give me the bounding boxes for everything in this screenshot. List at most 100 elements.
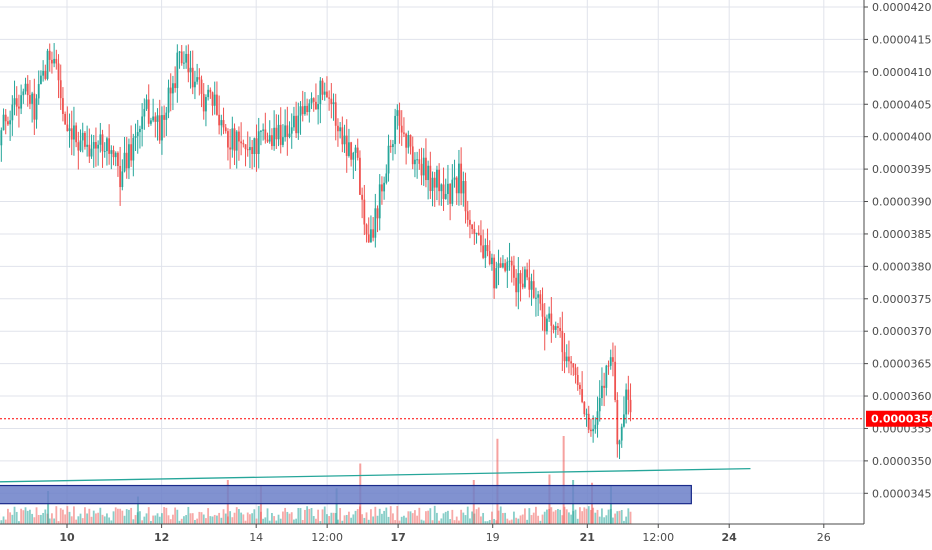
- volume-bar: [275, 520, 278, 524]
- volume-bar: [130, 507, 133, 524]
- candle-body: [260, 130, 262, 132]
- volume-bar: [370, 509, 372, 524]
- candle-body: [207, 89, 210, 98]
- volume-bar: [557, 508, 559, 524]
- volume-bar: [625, 516, 628, 524]
- candle-body: [62, 98, 64, 114]
- candle-body: [304, 105, 306, 115]
- candle-body: [612, 357, 614, 362]
- volume-bar: [524, 508, 526, 524]
- volume-bar: [403, 515, 405, 524]
- volume-bar: [535, 506, 537, 524]
- volume-bar: [222, 509, 225, 524]
- candle-body: [112, 150, 115, 158]
- candle-body: [88, 144, 91, 157]
- volume-bar: [48, 518, 51, 524]
- volume-bar: [414, 510, 416, 524]
- candle-body: [323, 91, 326, 95]
- volume-bar: [9, 512, 12, 524]
- candle-body: [484, 245, 487, 258]
- candle-body: [629, 399, 632, 413]
- price-tick-label: 0.00004000: [872, 131, 932, 144]
- time-tick-label: 17: [390, 531, 405, 544]
- volume-bar: [77, 516, 80, 524]
- candle-body: [440, 184, 443, 192]
- volume-bar: [101, 514, 104, 524]
- candle-body: [161, 115, 163, 141]
- candle-body: [574, 367, 577, 376]
- volume-bar: [75, 519, 78, 524]
- volume-bar: [469, 518, 471, 524]
- candle-body: [405, 133, 408, 148]
- candle-body: [293, 115, 295, 128]
- candle-body: [99, 134, 102, 145]
- volume-bar: [84, 507, 86, 524]
- candle-body: [345, 135, 348, 156]
- volume-bar: [165, 507, 168, 524]
- volume-bar: [68, 511, 71, 524]
- candle-body: [607, 365, 610, 367]
- candle-body: [235, 131, 238, 151]
- volume-bar: [550, 507, 553, 524]
- volume-bar: [183, 516, 185, 524]
- volume-bar: [552, 511, 555, 524]
- volume-bar: [354, 510, 357, 524]
- volume-bar: [185, 515, 188, 524]
- time-tick-label: 12:00: [311, 531, 343, 544]
- price-axis[interactable]: 0.00004200 0.00004150 0.00004100 0.00004050…: [863, 0, 932, 524]
- time-axis[interactable]: 10 12 14 12:00 17 19 21 12:00 24 26: [0, 523, 864, 544]
- candle-body: [101, 134, 104, 152]
- volume-bar: [152, 515, 155, 524]
- candle-body: [2, 114, 5, 131]
- price-tick-label: 0.00004150: [872, 33, 932, 46]
- candle-body: [84, 132, 86, 147]
- candle-body: [51, 59, 53, 64]
- volume-bar: [559, 509, 562, 524]
- candle-body: [310, 98, 313, 104]
- candle-body: [224, 127, 227, 132]
- price-tick-label: 0.00003500: [872, 455, 932, 468]
- candle-body: [374, 208, 377, 238]
- volume-bar: [163, 507, 166, 524]
- volume-spike: [47, 491, 50, 524]
- volume-bar: [495, 520, 498, 524]
- volume-bar: [499, 506, 502, 524]
- candle-body: [605, 365, 608, 388]
- volume-bar: [103, 516, 106, 524]
- volume-bar: [328, 516, 331, 524]
- candle-body: [211, 92, 214, 106]
- volume-bar: [537, 515, 540, 524]
- candle-body: [64, 113, 67, 125]
- volume-bar: [211, 516, 214, 524]
- volume-bar: [35, 507, 38, 524]
- trend-line-segment[interactable]: [0, 468, 751, 483]
- zone-rectangle-shape[interactable]: [0, 484, 692, 505]
- volume-bar: [66, 506, 69, 524]
- trend-line[interactable]: [0, 468, 751, 483]
- candle-body: [572, 363, 575, 368]
- candle-body: [103, 151, 106, 153]
- candle-body: [240, 141, 243, 144]
- candle-body: [370, 229, 372, 243]
- volume-bar: [53, 518, 56, 524]
- volume-bar: [546, 509, 548, 524]
- candle-body: [337, 125, 339, 132]
- volume-bar: [304, 509, 306, 524]
- candle-body: [400, 125, 403, 133]
- candle-body: [389, 145, 392, 148]
- volume-bar: [119, 508, 122, 524]
- volume-bar: [323, 506, 326, 524]
- candle-body: [42, 70, 45, 76]
- volume-bar: [431, 520, 434, 524]
- candle-body: [420, 163, 423, 176]
- candle-body: [570, 361, 573, 364]
- candle-body: [121, 171, 124, 188]
- time-tick-label: 21: [580, 531, 595, 544]
- candle-body: [526, 269, 529, 278]
- candle-body: [348, 142, 350, 156]
- zone-rectangle[interactable]: [0, 484, 692, 505]
- volume-bar: [543, 511, 546, 524]
- volume-bar: [194, 519, 196, 524]
- candle-body: [524, 269, 526, 288]
